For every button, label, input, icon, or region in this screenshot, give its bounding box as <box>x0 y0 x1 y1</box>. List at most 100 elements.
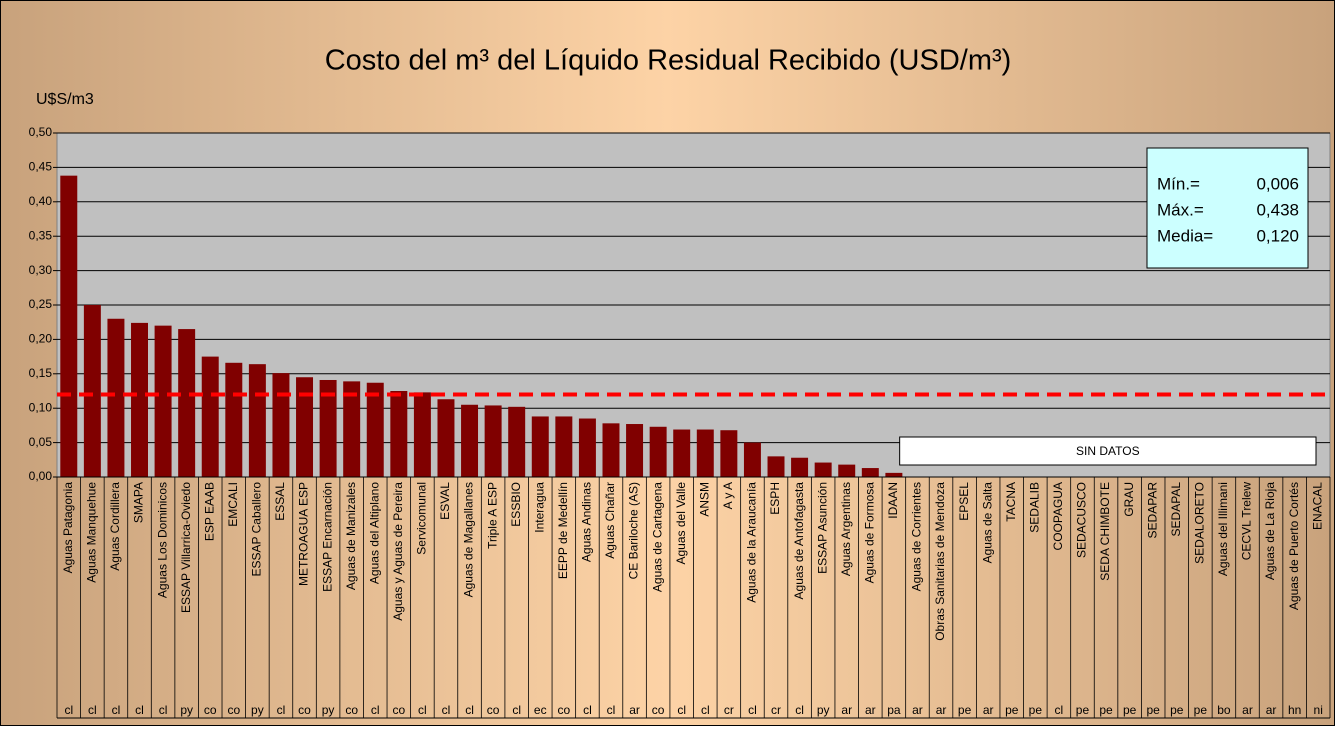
country-code: co <box>227 703 240 717</box>
x-tick-label: ESVAL <box>438 482 452 520</box>
x-tick-label: ESSBIO <box>509 482 523 527</box>
x-tick-label: Aguas del Illimani <box>1216 482 1230 576</box>
country-code: co <box>487 703 500 717</box>
x-tick-label: Aguas de Antofagasta <box>792 482 806 600</box>
x-tick-label: CE Bariloche (AS) <box>627 482 641 579</box>
x-tick-label: SEDACUSCO <box>1075 482 1089 558</box>
chart-title: Costo del m³ del Líquido Residual Recibi… <box>325 45 1012 77</box>
bar <box>201 356 219 477</box>
bar <box>366 382 384 477</box>
bar <box>272 373 290 477</box>
country-code: cr <box>724 703 734 717</box>
x-tick-label: ENACAL <box>1310 482 1324 530</box>
country-code: py <box>251 703 264 717</box>
country-code: ar <box>1266 703 1277 717</box>
country-code: cl <box>64 703 73 717</box>
country-code: co <box>557 703 570 717</box>
stats-box <box>1146 147 1309 269</box>
country-code: pe <box>1076 703 1090 717</box>
bar <box>390 391 408 477</box>
country-code: ar <box>983 703 994 717</box>
country-code: pe <box>1123 703 1137 717</box>
x-tick-label: Aguas Andinas <box>580 482 594 562</box>
bar <box>531 416 549 477</box>
bar <box>626 424 644 477</box>
bar <box>861 468 879 477</box>
bar <box>154 325 172 477</box>
stats-value: 0,438 <box>1256 200 1299 219</box>
bar <box>696 429 714 477</box>
x-tick-label: SMAPA <box>132 482 146 523</box>
x-tick-label: GRAU <box>1122 482 1136 517</box>
country-code: cl <box>371 703 380 717</box>
x-tick-label: Aguas Chañar <box>603 482 617 559</box>
country-code: cl <box>112 703 121 717</box>
bar <box>814 462 832 477</box>
country-code: pe <box>1170 703 1184 717</box>
country-code: pe <box>958 703 972 717</box>
country-code: ar <box>865 703 876 717</box>
bar <box>131 322 148 477</box>
x-tick-label: COOPAGUA <box>1051 482 1065 550</box>
bar <box>178 329 196 477</box>
x-tick-label: SEDAPAR <box>1145 482 1159 539</box>
x-tick-label: Aguas y Aguas de Pereira <box>391 482 405 621</box>
y-tick-label: 0,05 <box>29 435 53 449</box>
bar <box>885 472 903 477</box>
y-tick-label: 0,00 <box>29 469 53 483</box>
x-tick-label: ESSAP Asunción <box>815 482 829 574</box>
country-code: pe <box>1147 703 1161 717</box>
country-code: pa <box>887 703 901 717</box>
y-tick-label: 0,25 <box>29 297 53 311</box>
x-tick-label: Aguas de la Araucanía <box>745 482 759 603</box>
country-code: ar <box>841 703 852 717</box>
stats-label: Mín.= <box>1157 174 1200 193</box>
stats-value: 0,120 <box>1256 226 1299 245</box>
x-tick-label: Aguas Los Dominicos <box>155 482 169 598</box>
country-code: cl <box>583 703 592 717</box>
country-code: cl <box>277 703 286 717</box>
stats-value: 0,006 <box>1256 174 1299 193</box>
country-code: pe <box>1194 703 1208 717</box>
country-code: ec <box>534 703 547 717</box>
country-code: pe <box>1099 703 1113 717</box>
bar <box>437 399 455 477</box>
x-tick-label: SEDA CHIMBOTE <box>1098 482 1112 581</box>
country-code: co <box>345 703 358 717</box>
bar <box>484 405 502 477</box>
x-tick-label: Aguas de Manizales <box>344 482 358 590</box>
x-tick-label: Aguas de Cartagena <box>650 482 664 592</box>
y-tick-label: 0,50 <box>29 125 53 139</box>
country-code: cl <box>607 703 616 717</box>
x-tick-label: Aguas de Corrientes <box>910 482 924 591</box>
bar <box>248 364 266 477</box>
bar <box>319 379 337 477</box>
x-tick-label: ESSAP Villarrica-Oviedo <box>179 482 193 613</box>
bar <box>767 456 785 477</box>
y-tick-label: 0,30 <box>29 263 53 277</box>
country-code: py <box>180 703 193 717</box>
country-code: ar <box>912 703 923 717</box>
x-tick-label: SEDALIB <box>1027 482 1041 533</box>
no-data-box <box>899 436 1317 466</box>
x-tick-label: ESSAL <box>273 482 287 521</box>
x-tick-label: Aguas del Valle <box>674 482 688 565</box>
x-tick-label: Aguas de La Rioja <box>1263 482 1277 580</box>
x-tick-label: Aguas de Formosa <box>862 482 876 584</box>
bar <box>743 442 761 477</box>
x-tick-label: EMCALI <box>226 482 240 527</box>
country-code: cl <box>748 703 757 717</box>
y-tick-label: 0,20 <box>29 332 53 346</box>
country-code: pe <box>1005 703 1019 717</box>
bar <box>838 464 856 477</box>
x-tick-label: ESSAP Caballero <box>250 482 264 577</box>
y-tick-label: 0,40 <box>29 194 53 208</box>
x-tick-label: Aguas Argentinas <box>839 482 853 576</box>
no-data-label: SIN DATOS <box>1076 444 1140 458</box>
stats-label: Media= <box>1157 226 1213 245</box>
x-tick-label: CECVL Trelew <box>1240 482 1254 561</box>
y-tick-label: 0,15 <box>29 366 53 380</box>
bar <box>107 318 125 477</box>
country-code: cl <box>88 703 97 717</box>
